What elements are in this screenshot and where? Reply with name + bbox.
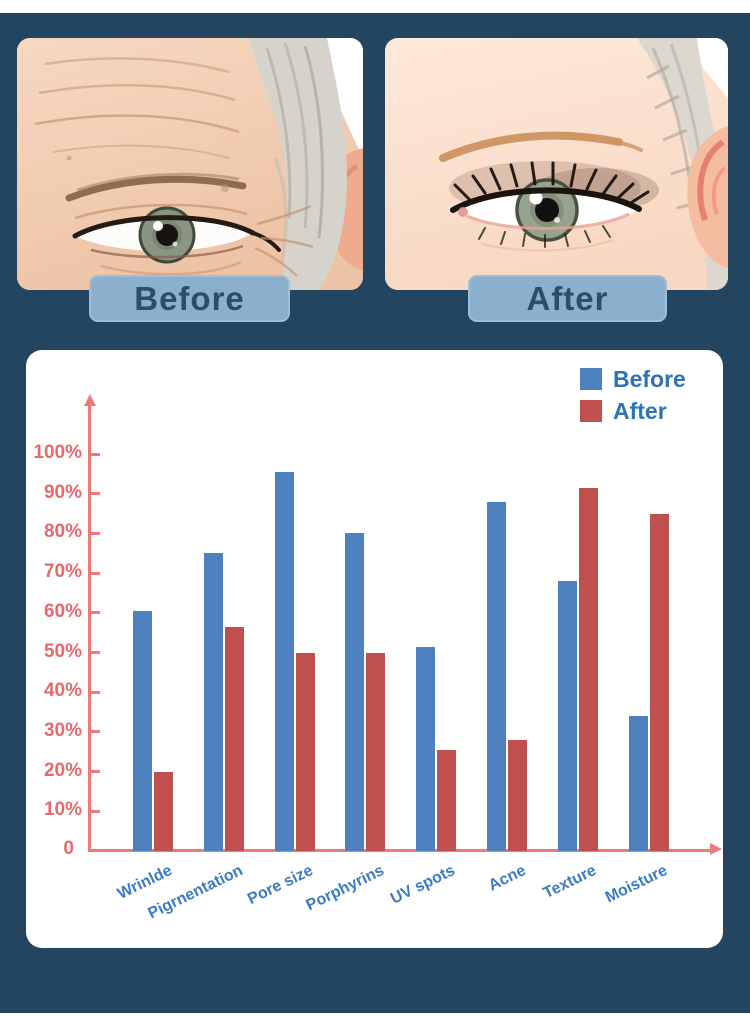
bar-after-4 <box>437 749 457 851</box>
bar-before-3 <box>345 533 365 851</box>
bar-after-6 <box>578 487 598 851</box>
y-tick-label-100: 100% <box>33 442 82 463</box>
category-label-5: Acne <box>485 862 529 895</box>
y-tick-80 <box>91 531 100 535</box>
legend-swatch-before <box>580 368 602 390</box>
y-tick-label-20: 20% <box>43 759 82 781</box>
y-tick-label-40: 40% <box>43 680 82 702</box>
y-tick-100 <box>91 452 100 456</box>
y-tick-label-0: 0 <box>63 838 74 859</box>
bar-before-1 <box>203 553 223 851</box>
before-button[interactable]: Before <box>89 275 290 322</box>
legend-row-before: Before <box>580 367 686 391</box>
bar-after-7 <box>649 513 669 851</box>
bar-after-2 <box>295 652 315 851</box>
bar-before-4 <box>416 646 436 851</box>
category-label-7: Moisture <box>602 862 671 907</box>
bar-before-0 <box>133 610 152 851</box>
y-axis-line <box>88 406 91 851</box>
y-tick-label-50: 50% <box>43 640 82 662</box>
category-label-4: UV spots <box>387 862 458 908</box>
y-tick-90 <box>91 492 100 496</box>
bar-after-3 <box>366 652 386 851</box>
y-tick-20 <box>91 770 100 774</box>
y-tick-label-80: 80% <box>43 521 82 543</box>
after-photo <box>385 38 728 290</box>
x-axis-arrow <box>710 843 722 855</box>
y-tick-60 <box>91 611 100 615</box>
aged-eye-illustration <box>17 38 363 290</box>
y-tick-50 <box>91 651 100 654</box>
category-label-6: Texture <box>540 862 600 903</box>
legend-label-before: Before <box>613 366 686 392</box>
x-axis-line <box>88 849 710 852</box>
bar-before-7 <box>628 716 648 851</box>
y-tick-70 <box>91 571 100 575</box>
y-tick-10 <box>91 809 100 813</box>
y-tick-label-30: 30% <box>43 719 82 741</box>
y-tick-40 <box>91 690 100 694</box>
bar-after-5 <box>508 739 527 851</box>
chart-plot: 10% 20% 30% 40% 50% 60% 70% 80% 90% 100% 0 Wrinlde P… <box>26 350 723 948</box>
category-label-3: Porphyrins <box>303 862 387 915</box>
after-button[interactable]: After <box>468 275 667 322</box>
before-button-label: Before <box>134 279 245 317</box>
y-tick-30 <box>91 730 100 734</box>
y-tick-label-70: 70% <box>43 561 82 583</box>
y-tick-label-90: 90% <box>43 481 82 503</box>
y-axis-arrow <box>83 394 96 406</box>
bar-after-0 <box>154 771 173 851</box>
y-tick-label-60: 60% <box>43 600 82 622</box>
bar-before-2 <box>274 471 294 851</box>
legend-row-after: After <box>580 399 686 423</box>
bar-before-5 <box>487 501 506 851</box>
legend-swatch-after <box>580 400 602 422</box>
young-eye-illustration <box>385 38 728 290</box>
y-tick-label-10: 10% <box>43 799 82 821</box>
chart-card: 10% 20% 30% 40% 50% 60% 70% 80% 90% 100% 0 Wrinlde P… <box>26 350 723 948</box>
legend-label-after: After <box>613 398 667 424</box>
bar-after-1 <box>224 626 244 851</box>
after-button-label: After <box>526 279 609 317</box>
bar-before-6 <box>557 581 577 851</box>
before-photo <box>17 38 363 290</box>
chart-legend: Before After <box>580 367 686 431</box>
